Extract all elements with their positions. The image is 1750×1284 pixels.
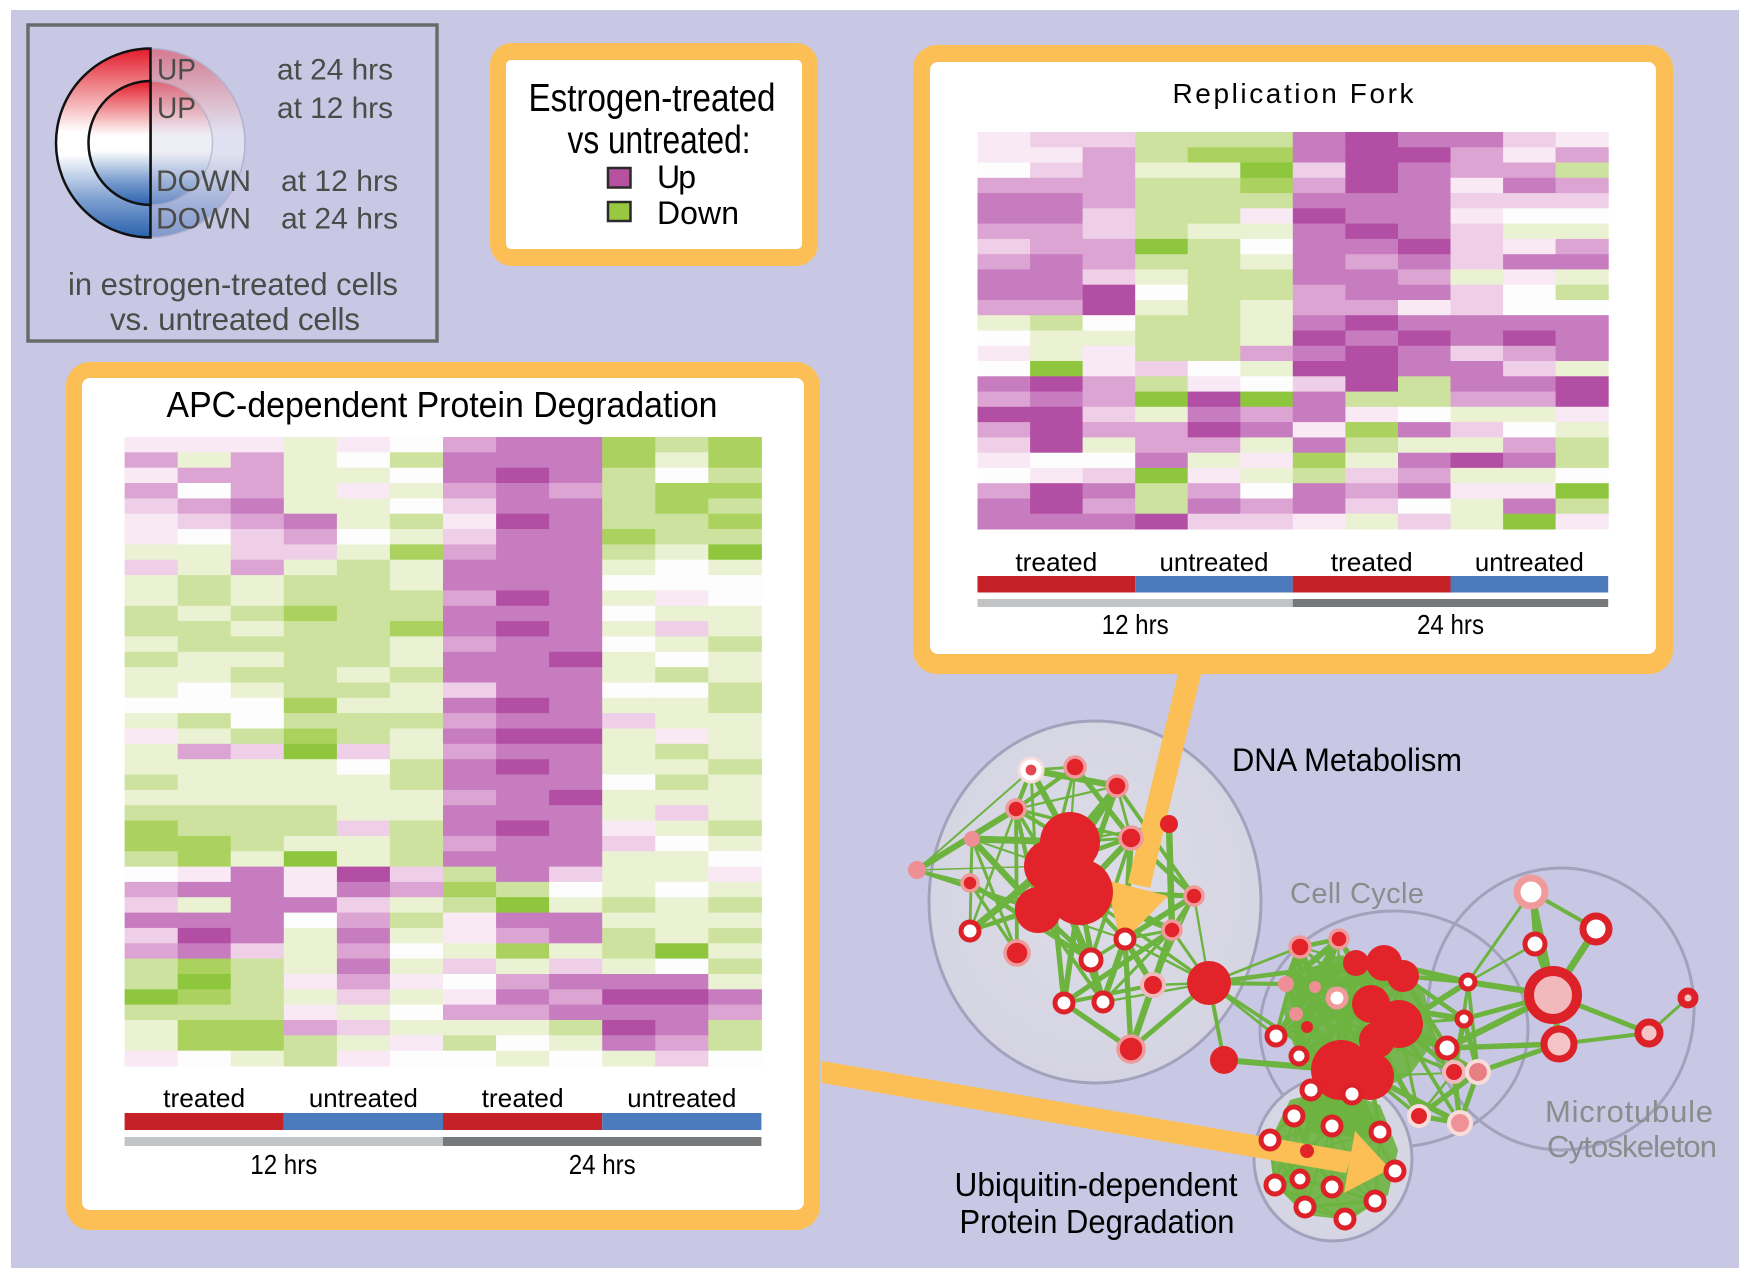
svg-text:treated: treated xyxy=(1015,547,1097,577)
svg-text:at 12 hrs: at 12 hrs xyxy=(277,92,393,125)
svg-text:Up: Up xyxy=(657,159,696,195)
svg-text:24 hrs: 24 hrs xyxy=(1417,609,1484,640)
svg-text:12 hrs: 12 hrs xyxy=(250,1149,317,1180)
svg-text:DNA Metabolism: DNA Metabolism xyxy=(1232,742,1462,778)
svg-text:Protein Degradation: Protein Degradation xyxy=(960,1204,1235,1241)
svg-text:vs untreated:: vs untreated: xyxy=(568,119,751,162)
svg-text:at 24 hrs: at 24 hrs xyxy=(277,54,393,87)
svg-text:untreated: untreated xyxy=(309,1083,418,1113)
svg-text:APC-dependent Protein Degradat: APC-dependent Protein Degradation xyxy=(167,384,718,425)
svg-text:DOWN: DOWN xyxy=(156,165,251,198)
svg-text:Ubiquitin-dependent: Ubiquitin-dependent xyxy=(955,1167,1239,1204)
svg-text:Cell Cycle: Cell Cycle xyxy=(1290,878,1424,910)
svg-text:Replication Fork: Replication Fork xyxy=(1173,78,1415,109)
svg-text:treated: treated xyxy=(1331,547,1413,577)
svg-text:Down: Down xyxy=(657,195,739,231)
svg-text:vs. untreated cells: vs. untreated cells xyxy=(110,301,360,337)
svg-text:Estrogen-treated: Estrogen-treated xyxy=(529,77,776,120)
svg-text:in estrogen-treated cells: in estrogen-treated cells xyxy=(68,266,398,302)
svg-text:at 24 hrs: at 24 hrs xyxy=(281,203,398,236)
svg-text:untreated: untreated xyxy=(627,1083,736,1113)
svg-text:untreated: untreated xyxy=(1160,547,1269,577)
svg-text:24 hrs: 24 hrs xyxy=(569,1149,636,1180)
svg-text:untreated: untreated xyxy=(1475,547,1584,577)
svg-text:at 12 hrs: at 12 hrs xyxy=(281,165,398,198)
svg-text:Cytoskeleton: Cytoskeleton xyxy=(1547,1129,1717,1164)
svg-text:Microtubule: Microtubule xyxy=(1545,1094,1713,1129)
svg-text:UP: UP xyxy=(157,54,196,87)
svg-text:treated: treated xyxy=(163,1083,245,1113)
svg-text:treated: treated xyxy=(482,1083,564,1113)
svg-text:UP: UP xyxy=(157,92,196,125)
svg-text:DOWN: DOWN xyxy=(156,203,251,236)
svg-text:12 hrs: 12 hrs xyxy=(1102,609,1169,640)
